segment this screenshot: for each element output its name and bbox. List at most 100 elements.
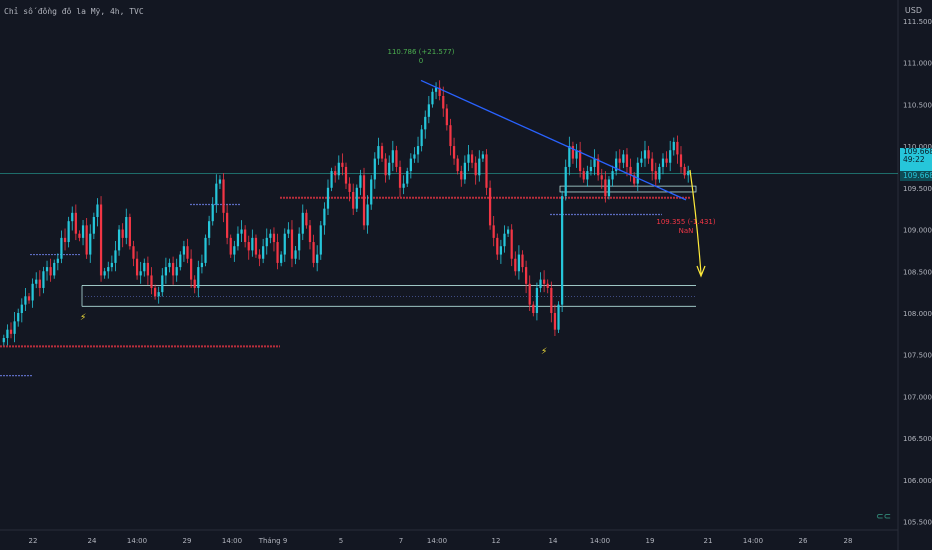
time-tick-label: 14:00 [590,537,610,545]
candle [506,229,510,234]
time-axis[interactable]: 22 24 14:00 29 14:00 Tháng 9 5 7 14:00 12 14 14:00 1… [29,537,853,545]
candle [661,158,665,167]
projection-arrow[interactable] [689,169,702,275]
candle [456,158,459,172]
candle [388,162,391,176]
trend-line[interactable] [420,79,687,201]
time-tick-label: 12 [492,537,501,545]
time-tick-label: 14:00 [222,537,242,545]
candle [413,154,416,159]
flash-icon[interactable]: ⚡ [541,347,547,357]
candle [251,237,254,251]
candle [27,296,31,301]
candle [658,166,661,180]
low-sub-label: NaN [679,227,694,235]
zone-box [559,185,697,193]
candle [280,254,283,263]
candle [312,242,315,263]
candle [553,312,557,330]
current-price: 109.668 [903,147,932,156]
candle [337,162,340,176]
candle [38,279,41,288]
time-tick-label: 14 [549,537,558,545]
candle [85,225,88,255]
candle [607,179,611,197]
candle [550,287,553,313]
candle [63,237,67,243]
candle [236,233,240,247]
candle [168,262,171,268]
candle [197,267,200,288]
price-axis[interactable]: 111.500 111.000 110.500 110.000 109.500 109.0… [903,18,932,527]
candle [683,166,686,176]
candle [460,171,463,180]
candle [31,283,34,301]
time-tick-label: 19 [646,537,655,545]
time-tick-label: 14:00 [743,537,763,545]
candle [334,171,337,176]
current-price-tag: 109.668 49:22 [900,148,932,172]
candles-layer [2,80,690,346]
candle [175,267,178,276]
candle [568,146,571,167]
candle [636,162,639,184]
candle [308,225,312,243]
candle [604,179,607,197]
candle [9,329,13,334]
time-tick-label: 21 [704,537,713,545]
secondary-price-tag: 109.668 [900,171,932,181]
price-tick-label: 111.000 [903,60,932,68]
candle [496,237,499,255]
candle [319,225,322,255]
candle [352,191,355,209]
projection-arrowhead[interactable] [696,265,706,278]
candle [593,158,596,167]
candle [247,242,250,251]
candle [283,233,286,255]
candle [615,158,618,172]
candle [409,158,412,172]
flash-icon[interactable]: ⚡ [80,313,86,323]
candle [218,179,222,184]
candle [92,217,95,234]
candle [193,279,196,288]
time-tick-label: 26 [799,537,808,545]
candle [128,217,131,247]
candle [20,304,23,313]
time-tick-label: 14:00 [427,537,447,545]
candle [182,246,186,255]
time-tick-label: 14:00 [127,537,147,545]
candle [287,229,290,234]
candle [452,146,456,159]
candle [103,271,106,276]
chart-title: Chỉ số đồng đô la Mỹ, 4h, TVC [4,7,144,16]
candle [74,212,77,234]
candle [254,237,258,255]
candle [420,129,423,147]
high-sub-label: 0 [419,57,423,65]
candle [132,246,135,259]
candle [153,287,157,297]
candle [45,267,49,272]
candle [265,237,268,247]
candle [215,183,218,205]
candle [49,267,52,276]
candle [150,275,153,288]
candle [514,258,517,272]
candle [391,150,394,163]
candle [467,154,470,163]
drawings-layer[interactable] [420,79,706,278]
candle [135,258,139,276]
candle [503,233,506,247]
price-tick-label: 109.000 [903,227,932,235]
candle [524,267,528,284]
candle [380,146,384,159]
time-tick-label: 28 [844,537,853,545]
candle [276,242,279,263]
candle [564,166,567,197]
candle [305,212,308,226]
price-tick-label: 107.500 [903,352,932,360]
candle [6,329,9,339]
candle [13,321,16,334]
